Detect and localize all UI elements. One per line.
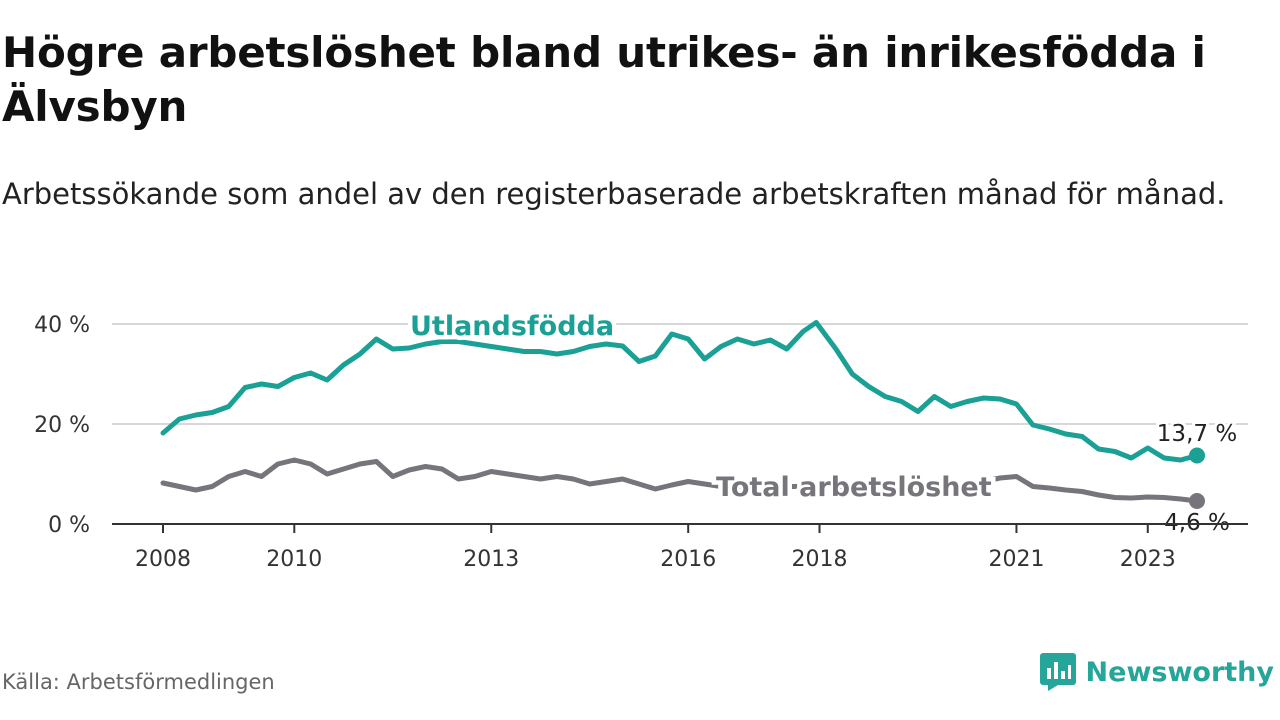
series-name-label-total: Total arbetslöshet (716, 472, 992, 503)
x-tick-label: 2021 (988, 547, 1044, 572)
brand-name: Newsworthy (1085, 656, 1274, 688)
x-tick-label: 2023 (1120, 547, 1176, 572)
x-axis: 2008 2010 2013 2016 2018 2021 2023 (112, 523, 1248, 572)
x-tick-label: 2018 (792, 547, 848, 572)
x-tick-label: 2010 (266, 547, 322, 572)
series-line-utlandsfodda (160, 320, 1200, 463)
series-line-total (160, 457, 1200, 504)
end-value-label-utlandsfodda: 13,7 % (1157, 421, 1237, 447)
x-tick-label: 2008 (135, 547, 191, 572)
series-endpoint-utlandsfodda (1189, 447, 1205, 464)
x-tick-label: 2016 (660, 547, 716, 572)
x-tick-label: 2013 (463, 547, 519, 572)
newsworthy-logo-icon (1039, 653, 1076, 691)
grid-lines (112, 323, 1248, 425)
source-note: Källa: Arbetsförmedlingen (2, 670, 275, 694)
chart-title: Högre arbetslöshet bland utrikes- än inr… (2, 28, 1206, 131)
series-name-label-utlandsfodda: Utlandsfödda (410, 311, 614, 342)
brand-logo[interactable]: Newsworthy (1039, 652, 1274, 692)
chart-subtitle: Arbetssökande som andel av den registerb… (2, 177, 1226, 211)
y-tick-label: 0 % (48, 513, 90, 538)
y-axis: 0 % 20 % 40 % (34, 313, 90, 538)
series-endpoint-total (1189, 493, 1205, 509)
series-lines (160, 320, 1205, 509)
y-tick-label: 20 % (34, 413, 90, 438)
y-tick-label: 40 % (34, 313, 90, 338)
